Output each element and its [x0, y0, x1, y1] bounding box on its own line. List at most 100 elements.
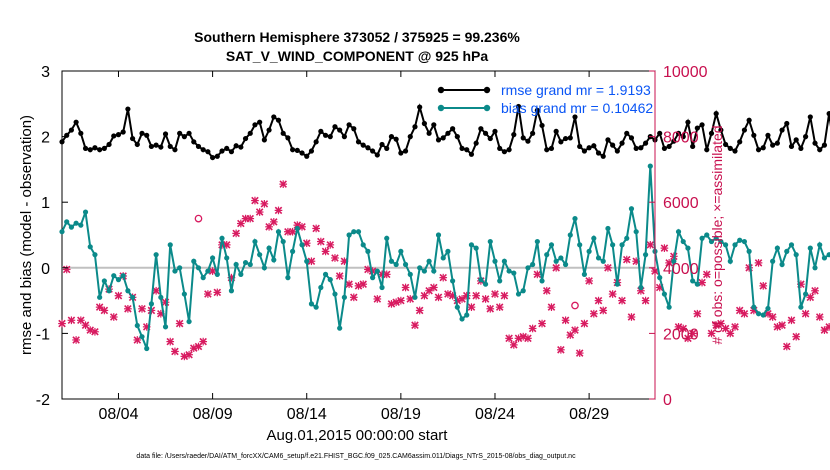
obs-assimilated-marker [166, 337, 175, 346]
obs-assimilated-marker [491, 290, 499, 298]
obs-assimilated-marker [434, 293, 443, 302]
bias-point [515, 291, 522, 297]
bias-point [506, 268, 512, 274]
bias-point [412, 294, 418, 300]
obs-assimilated-marker [359, 280, 368, 289]
obs-possible-marker [194, 214, 203, 223]
rmse-point [591, 143, 597, 149]
rmse-point [417, 104, 423, 110]
rmse-point [228, 149, 235, 155]
obs-assimilated-marker [91, 327, 99, 336]
rmse-point [266, 127, 272, 133]
obs-assimilated-marker [326, 241, 335, 249]
rmse-point [247, 130, 253, 136]
bias-point [214, 271, 220, 277]
rmse-point [233, 143, 239, 149]
obs-assimilated-marker [787, 316, 796, 325]
bias-point [732, 242, 738, 248]
bias-point [718, 238, 724, 245]
bias-point [821, 255, 828, 261]
rmse-point [59, 139, 65, 145]
rmse-point [144, 132, 150, 138]
obs-assimilated-marker [269, 218, 278, 226]
obs-assimilated-marker [815, 313, 824, 321]
rmse-point [153, 142, 159, 148]
rmse-point [205, 149, 211, 155]
rmse-point [520, 135, 526, 141]
bias-point [181, 291, 187, 297]
legend-bias-marker [483, 104, 491, 112]
rmse-point [177, 130, 183, 136]
obs-assimilated-marker [335, 272, 344, 280]
bias-point [694, 281, 700, 287]
rmse-point [285, 135, 291, 141]
rmse-point [106, 141, 112, 148]
rmse-point [642, 140, 649, 146]
rmse-point [252, 122, 258, 128]
rmse-point [370, 148, 376, 154]
bias-point [158, 294, 164, 300]
rmse-point [440, 135, 446, 141]
obs-assimilated-marker [646, 241, 655, 249]
rmse-point [765, 132, 771, 138]
bias-point [148, 301, 155, 307]
y-left-tick-label: 2 [41, 130, 50, 147]
rmse-point [798, 145, 804, 152]
obs-assimilated-marker [481, 295, 490, 303]
bias-point [115, 277, 122, 283]
rmse-point [290, 147, 296, 153]
legend-rmse-marker [437, 86, 445, 94]
bias-point [680, 238, 686, 245]
bias-point [497, 278, 503, 284]
bias-point [633, 229, 639, 235]
rmse-point [78, 130, 84, 136]
obs-assimilated-marker [721, 324, 730, 333]
obs-assimilated-marker [401, 283, 410, 292]
y-right-tick-label: 8000 [663, 130, 699, 147]
bias-point [64, 219, 70, 225]
bias-point [567, 232, 573, 238]
obs-assimilated-marker [552, 263, 561, 272]
bias-point [642, 252, 649, 258]
rmse-point [304, 153, 310, 159]
bias-point [755, 311, 762, 317]
obs-assimilated-marker [317, 237, 325, 246]
rmse-point [191, 139, 197, 145]
bias-point [741, 238, 748, 245]
rmse-point [690, 143, 696, 150]
bias-point [803, 291, 809, 297]
rmse-point [539, 122, 545, 129]
series-group [59, 103, 830, 352]
rmse-point [393, 136, 399, 142]
bias-point [97, 294, 103, 300]
bias-point [722, 242, 729, 248]
obs-assimilated-marker [425, 286, 433, 295]
rmse-point [384, 145, 390, 152]
bias-point [737, 237, 743, 243]
rmse-point [97, 147, 103, 153]
x-tick-label: 08/14 [287, 406, 327, 423]
obs-assimilated-marker [439, 273, 448, 282]
obs-assimilated-marker [792, 332, 801, 341]
rmse-point [675, 130, 682, 136]
bias-point [468, 242, 475, 248]
rmse-point [351, 126, 357, 132]
bias-point [355, 229, 362, 235]
rmse-point [210, 154, 216, 161]
obs-assimilated-marker [331, 254, 339, 262]
chart-title-line2: SAT_V_WIND_COMPONENT @ 925 hPa [226, 48, 489, 64]
obs-assimilated-marker [665, 259, 673, 267]
rmse-point [379, 141, 385, 148]
bias-point [370, 275, 376, 281]
bias-point [478, 277, 484, 283]
bias-point [92, 252, 98, 258]
bias-point [817, 242, 823, 248]
bias-point [431, 268, 437, 274]
data-file-footer: data file: /Users/raeder/DAI/ATM_forcXX/… [136, 453, 576, 460]
rmse-point [162, 131, 169, 137]
bias-point [586, 248, 592, 254]
obs-assimilated-marker [538, 319, 546, 328]
bias-point [511, 270, 517, 276]
rmse-point [741, 127, 748, 133]
bias-point [473, 245, 479, 251]
